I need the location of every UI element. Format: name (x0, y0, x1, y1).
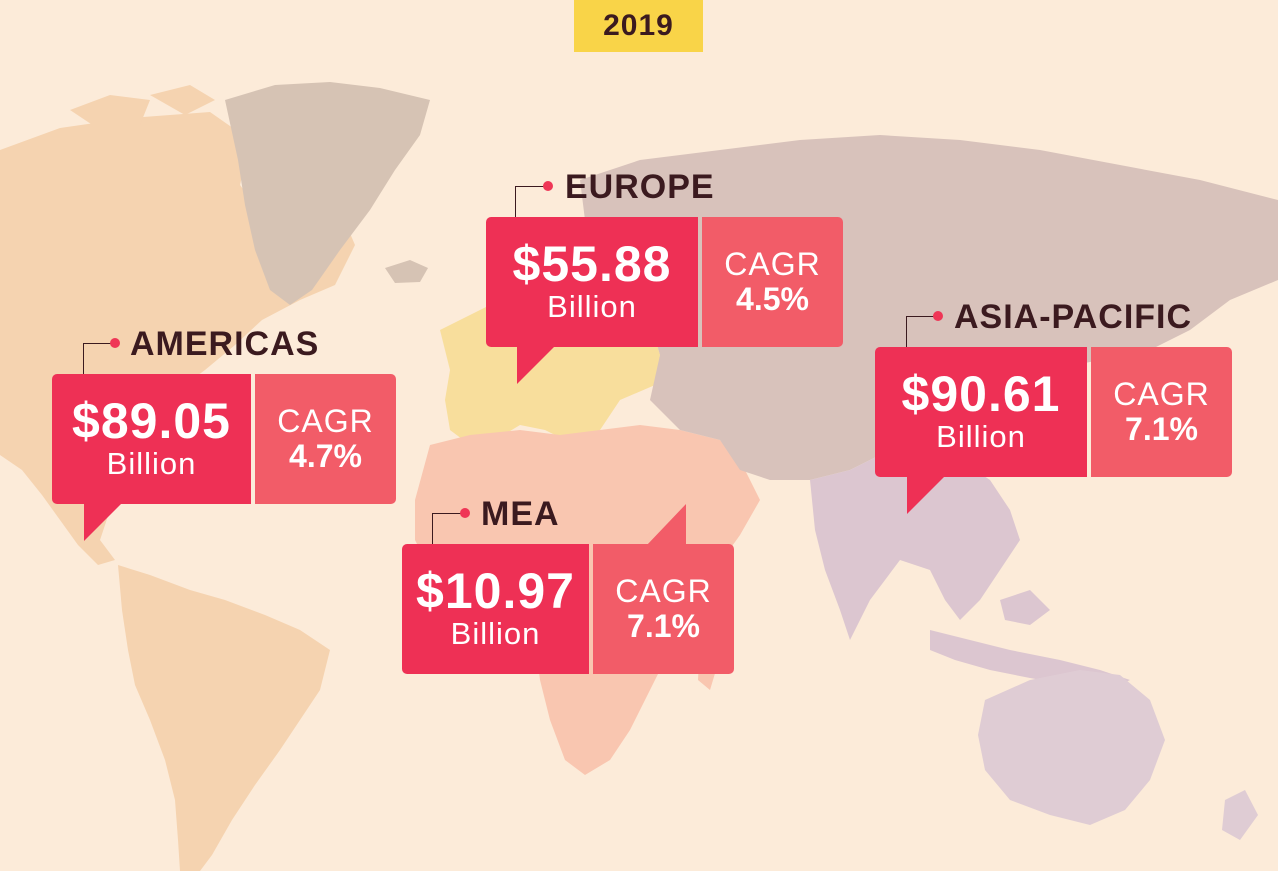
cagr-box: CAGR 4.5% (702, 217, 843, 347)
cagr-label: CAGR (1113, 375, 1210, 412)
cagr-box: CAGR 4.7% (255, 374, 396, 504)
market-value-box: $90.61 Billion (875, 347, 1087, 477)
indonesia-islands (930, 590, 1130, 690)
market-value-unit: Billion (106, 446, 197, 482)
card-pointer (646, 504, 686, 546)
iceland (385, 260, 428, 283)
region-title: ASIA-PACIFIC (954, 298, 1193, 336)
region-card: $10.97 Billion CAGR 7.1% (402, 544, 734, 674)
market-value-unit: Billion (547, 289, 637, 325)
leader-dot (110, 338, 120, 348)
leader-dot (933, 311, 943, 321)
market-value-unit: Billion (936, 419, 1026, 455)
market-value-box: $89.05 Billion (52, 374, 251, 504)
market-value-unit: Billion (450, 616, 541, 652)
card-pointer (84, 503, 122, 541)
market-value: $55.88 (512, 236, 672, 293)
australia-landmass (978, 670, 1165, 825)
cagr-value: 4.7% (289, 438, 362, 474)
cagr-box: CAGR 7.1% (1091, 347, 1232, 477)
cagr-label: CAGR (277, 402, 374, 439)
region-title: MEA (481, 495, 560, 533)
south-asia-landmass (810, 440, 1020, 640)
cagr-value: 7.1% (627, 608, 700, 644)
region-title: EUROPE (565, 168, 715, 206)
cagr-label: CAGR (724, 245, 821, 282)
leader-line (515, 186, 544, 217)
market-value: $10.97 (416, 563, 575, 620)
market-value: $89.05 (72, 393, 231, 450)
leader-line (83, 343, 112, 374)
canada-islands (70, 85, 215, 175)
cagr-label: CAGR (615, 572, 712, 609)
region-card: $89.05 Billion CAGR 4.7% (52, 374, 396, 504)
market-value: $90.61 (901, 366, 1061, 423)
card-pointer (517, 346, 555, 384)
region-card: $55.88 Billion CAGR 4.5% (486, 217, 843, 347)
market-value-box: $10.97 Billion (402, 544, 589, 674)
cagr-value: 4.5% (736, 281, 809, 317)
cagr-box: CAGR 7.1% (593, 544, 734, 674)
region-card: $90.61 Billion CAGR 7.1% (875, 347, 1232, 477)
leader-line (906, 316, 935, 347)
leader-dot (460, 508, 470, 518)
market-value-box: $55.88 Billion (486, 217, 698, 347)
leader-dot (543, 181, 553, 191)
south-america-landmass (118, 565, 330, 871)
card-pointer (907, 476, 945, 514)
greenland-landmass (225, 82, 430, 305)
cagr-value: 7.1% (1125, 411, 1198, 447)
leader-line (432, 513, 461, 544)
region-title: AMERICAS (130, 325, 320, 363)
year-badge: 2019 (574, 0, 703, 52)
new-zealand (1222, 790, 1258, 840)
